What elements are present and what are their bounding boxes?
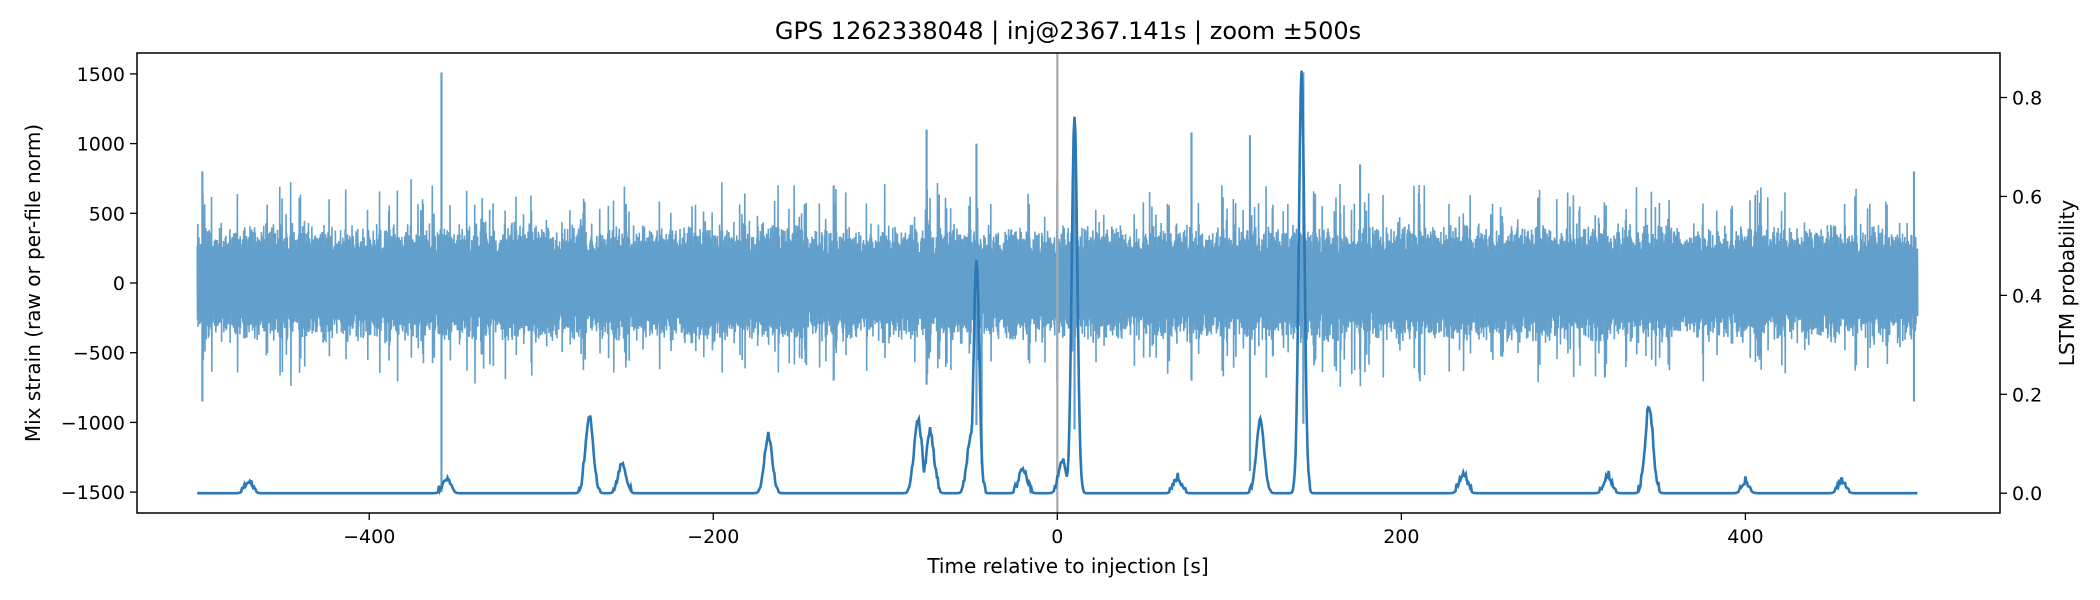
y2-tick-label: 0.4 <box>2012 285 2042 307</box>
y-tick-label: −1500 <box>61 482 125 504</box>
y2-axis-label: LSTM probability <box>2055 200 2079 367</box>
y2-tick-label: 0.0 <box>2012 483 2042 505</box>
y-tick-label: 0 <box>113 273 125 295</box>
y-tick-label: −500 <box>73 343 125 365</box>
x-axis-label: Time relative to injection [s] <box>926 554 1208 578</box>
y-axis-right: 0.8 0.6 0.4 0.2 0.0 <box>2000 88 2042 505</box>
x-tick-label: −200 <box>687 526 739 548</box>
x-tick-label: 400 <box>1727 526 1763 548</box>
x-axis: −400 −200 0 200 400 <box>343 513 1764 548</box>
plot-area <box>196 53 1919 513</box>
y2-tick-label: 0.2 <box>2012 384 2042 406</box>
lstm-probability-series <box>197 70 1918 496</box>
y-axis-label: Mix strain (raw or per-file norm) <box>21 124 45 442</box>
y-tick-label: 1000 <box>77 134 125 156</box>
y-axis-left: 1500 1000 500 0 −500 −1000 −1500 <box>61 64 137 504</box>
x-tick-label: 200 <box>1383 526 1419 548</box>
y2-tick-label: 0.8 <box>2012 88 2042 110</box>
y-tick-label: 1500 <box>77 64 125 86</box>
y-tick-label: −1000 <box>61 412 125 434</box>
x-tick-label: 0 <box>1051 526 1063 548</box>
x-tick-label: −400 <box>343 526 395 548</box>
chart-title: GPS 1262338048 | inj@2367.141s | zoom ±5… <box>775 17 1361 45</box>
y-tick-label: 500 <box>89 203 125 225</box>
y2-tick-label: 0.6 <box>2012 186 2042 208</box>
